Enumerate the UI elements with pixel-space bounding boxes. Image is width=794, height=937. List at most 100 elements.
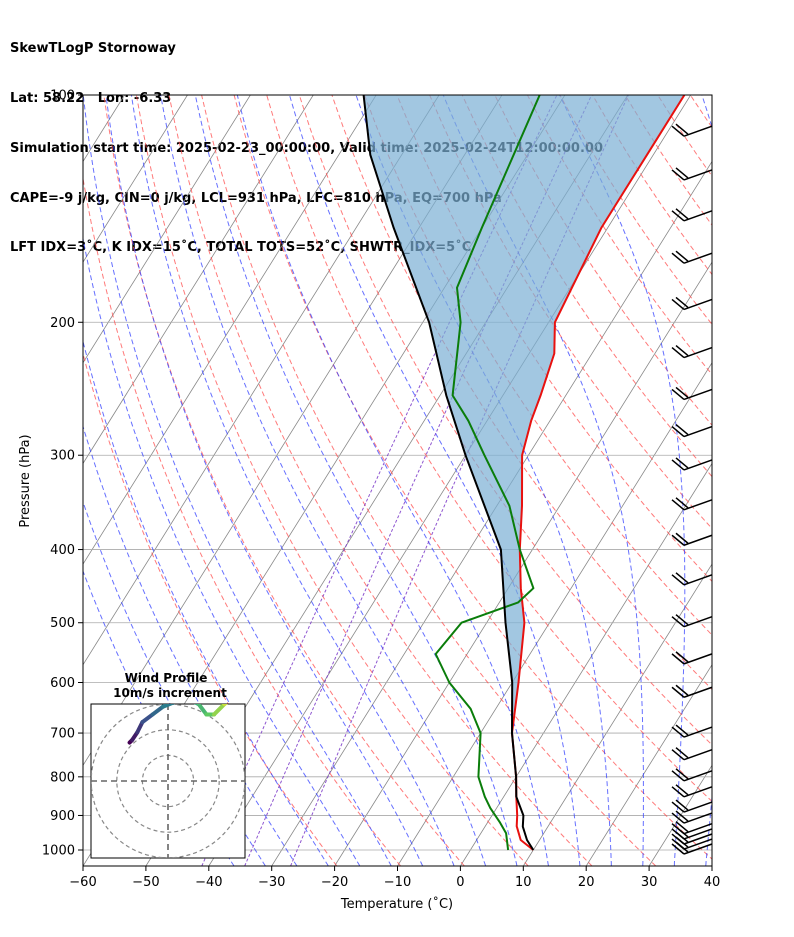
barb-flag (671, 823, 685, 835)
x-axis-label: Temperature (˚C) (340, 896, 453, 912)
barb-staff (683, 125, 713, 137)
barb-flag (671, 828, 685, 840)
barb-flag (675, 250, 689, 262)
dry-adiabat-line (83, 175, 401, 866)
barb-flag (675, 799, 689, 811)
barb-flag (675, 208, 689, 220)
hodograph-trace (212, 704, 227, 717)
wind-barb (671, 799, 713, 813)
moist-adiabat-line (701, 95, 712, 866)
wind-barb (671, 614, 713, 628)
barb-flag (671, 749, 685, 761)
isotherm-line (711, 865, 712, 866)
dry-adiabat-line (755, 95, 794, 866)
barb-staff (683, 252, 713, 264)
wind-barb (671, 497, 713, 511)
barb-flag (675, 651, 689, 663)
x-tick-label: −50 (132, 875, 159, 890)
isotherm-line (83, 95, 188, 263)
wind-barb (671, 821, 713, 835)
barb-flag (675, 572, 689, 584)
dry-adiabat-line (723, 95, 794, 866)
dry-adiabat-line (396, 95, 712, 583)
moist-adiabat-line (559, 95, 686, 866)
isotherm-line (522, 563, 712, 866)
hodograph-trace (140, 712, 155, 725)
cape-shading (363, 95, 685, 734)
y-tick-label: 900 (50, 809, 75, 824)
barb-flag (675, 768, 689, 780)
barb-flag (675, 386, 689, 399)
y-tick-label: 800 (50, 770, 75, 785)
hodograph-inset: Wind Profile 10m/s increment (90, 671, 246, 859)
isotherm-line (397, 362, 712, 866)
isotherm-line (334, 261, 712, 866)
y-axis-label: Pressure (hPa) (18, 434, 33, 527)
barb-flag (671, 346, 685, 359)
barb-staff (683, 748, 713, 761)
wind-barb (671, 684, 713, 698)
barb-flag (671, 459, 685, 471)
x-tick-label: −10 (384, 875, 411, 890)
moist-adiabat-line (442, 95, 644, 866)
hodograph-trace (235, 689, 245, 697)
barb-staff (683, 616, 713, 628)
x-tick-label: −40 (195, 875, 222, 890)
barb-flag (671, 426, 685, 438)
barb-flag (675, 614, 689, 626)
moist-adiabat-line (83, 569, 235, 866)
parcel-line (362, 95, 535, 851)
isotherm-line (648, 764, 712, 866)
barb-staff (683, 686, 713, 698)
moist-adiabat-line (83, 500, 266, 866)
hodograph-trace (150, 704, 165, 717)
dry-adiabat-line (429, 95, 712, 530)
barb-flag (675, 424, 689, 436)
barb-flag (675, 810, 689, 822)
barb-flag (671, 534, 685, 546)
y-tick-label: 600 (50, 676, 75, 691)
isotherm-line (83, 95, 251, 364)
x-tick-label: 0 (456, 875, 464, 890)
hodograph-title: Wind Profile (125, 671, 208, 685)
dewpoint-line (434, 95, 541, 851)
dry-adiabat-line (168, 95, 593, 866)
wind-barb (671, 457, 713, 471)
moist-adiabat-line (83, 339, 329, 866)
dry-adiabat-line (201, 95, 657, 866)
barb-flag (671, 801, 685, 813)
sounding-traces (362, 95, 686, 851)
y-tick-label: 400 (50, 543, 75, 558)
temperature-line (511, 95, 686, 851)
x-tick-label: −20 (321, 875, 348, 890)
barb-staff (683, 388, 713, 401)
barb-staff (683, 459, 713, 471)
barb-staff (683, 770, 713, 782)
barb-flag (675, 724, 689, 736)
dry-adiabat-line (494, 95, 712, 426)
wind-barb (671, 344, 713, 359)
plot-background (83, 95, 794, 866)
barb-staff (683, 653, 713, 665)
dry-adiabat-line (135, 95, 529, 866)
dry-adiabat-line (592, 95, 712, 276)
barb-flag (671, 838, 685, 850)
barb-staff (683, 786, 713, 798)
isotherm-line (208, 95, 692, 866)
barb-flag (671, 388, 685, 401)
mixing-ratio-line (244, 95, 593, 866)
barb-staff (683, 843, 713, 855)
y-tick-label: 100 (50, 89, 75, 104)
barb-flag (671, 770, 685, 782)
barb-flag (675, 457, 689, 469)
barb-flag (675, 821, 689, 833)
wind-barb (671, 296, 713, 311)
barb-flag (675, 684, 689, 696)
wind-barb (671, 250, 713, 264)
barb-flag (671, 686, 685, 698)
chart-title: SkewTLogP Stornoway (10, 41, 176, 57)
barb-staff (683, 812, 713, 824)
barb-staff (683, 833, 713, 845)
y-tick-label: 500 (50, 616, 75, 631)
dry-adiabat-line (83, 351, 338, 866)
